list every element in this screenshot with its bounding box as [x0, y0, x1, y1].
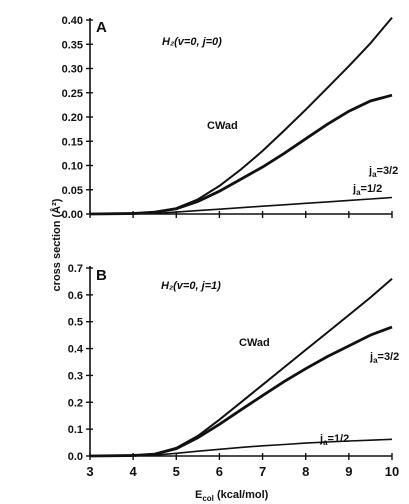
y-tick-label: 0.25: [62, 88, 83, 100]
y-tick-label: 0.1: [68, 424, 83, 436]
x-tick-label: 10: [385, 464, 399, 479]
panel-title: H₂(v=0, j=0): [162, 36, 222, 48]
series-label: ja=1/2: [319, 433, 349, 447]
x-tick-label: 6: [216, 464, 223, 479]
y-tick-label: 0.2: [68, 397, 83, 409]
y-tick-label: 0.6: [68, 290, 83, 302]
y-tick-label: 0.35: [62, 39, 83, 51]
x-tick-label: 3: [86, 464, 93, 479]
panel-label: A: [96, 19, 107, 36]
series-line-3: [89, 438, 393, 457]
y-tick-label: 0.40: [62, 15, 83, 27]
series-label: ja=3/2: [368, 165, 398, 179]
y-tick-label: 0.20: [62, 112, 83, 124]
x-tick-label: 7: [259, 464, 266, 479]
y-tick-label: 0.15: [62, 136, 83, 148]
series-line-1: [89, 277, 393, 457]
x-tick-label: 4: [130, 464, 138, 479]
y-axis-title: cross section (Å²): [50, 198, 63, 291]
x-tick-label: 8: [302, 464, 309, 479]
series-line-2: [89, 93, 393, 216]
x-axis-title: Ecol (kcal/mol): [195, 489, 269, 503]
y-tick-label: 0.7: [68, 263, 83, 275]
y-tick-label: 0.4: [68, 344, 84, 356]
series-label: CWad: [207, 120, 238, 132]
y-tick-label: 0.10: [62, 161, 83, 173]
series-label: ja=3/2: [369, 351, 399, 365]
y-tick-label: 0.3: [68, 370, 83, 382]
x-tick-label: 9: [345, 464, 352, 479]
series-line-2: [89, 325, 393, 458]
series-label: CWad: [239, 337, 270, 349]
series-line-3: [89, 196, 393, 215]
x-tick-label: 5: [173, 464, 180, 479]
series-label: ja=1/2: [352, 183, 382, 197]
y-tick-label: 0.00: [62, 209, 83, 221]
y-tick-label: 0.5: [68, 317, 83, 329]
panel-title: H₂(v=0, j=1): [161, 280, 221, 292]
y-tick-label: 0.05: [62, 185, 83, 197]
series-line-1: [89, 16, 393, 215]
y-tick-label: 0.30: [62, 64, 83, 76]
panel-label: B: [96, 267, 107, 284]
y-tick-label: 0.0: [68, 451, 83, 463]
